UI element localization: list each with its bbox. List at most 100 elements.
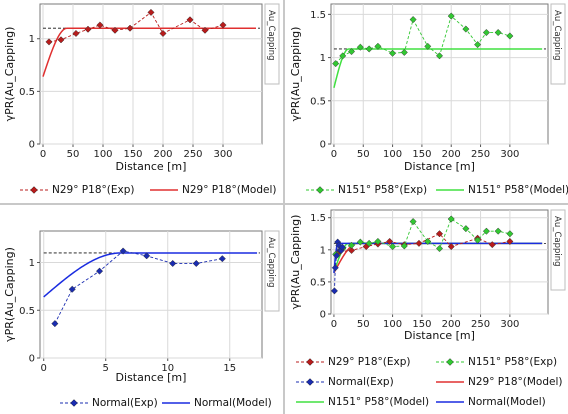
y-tick-label: 0 (320, 140, 326, 151)
series-group (42, 8, 256, 77)
x-tick-label: 200 (442, 149, 461, 160)
chart-svg: Au_Capping 0 50 100 150 200 250 300 0 0.5 1 1.5 Dist… (289, 3, 566, 173)
y-axis-title: γPR(Au_Capping) (289, 215, 302, 310)
x-tick-label: 50 (67, 149, 80, 160)
data-point-n29-p18-exp (386, 237, 394, 246)
y-axis-title: γPR(Au_Capping) (3, 27, 16, 122)
data-point-n151-p58-exp (506, 230, 514, 238)
chart-svg: Au_Capping 0 50 100 150 200 250 300 0 0.5 1 1.5 Dist… (289, 209, 566, 342)
data-point-normal-exp (331, 287, 339, 295)
data-point-n29-p18-exp (506, 237, 514, 246)
y-axis-title: γPR(Au_Capping) (289, 27, 302, 122)
series-group (331, 215, 543, 295)
data-point-normal-exp (119, 247, 127, 255)
data-point-n151-p58-exp (447, 12, 455, 20)
x-tick-label: 250 (183, 149, 202, 160)
data-point-n151-p58-exp (462, 25, 470, 33)
legend-item-n29-p18-model: N29° P18°(Model) (150, 183, 276, 197)
data-point-normal-exp (143, 252, 151, 260)
data-point-n151-p58-exp (482, 28, 490, 37)
legend-label: N151° P58°(Model) (328, 396, 430, 408)
legend-label: N29° P18°(Model) (468, 376, 563, 388)
data-point-normal-exp (51, 320, 59, 328)
data-point-n151-p58-exp (400, 242, 408, 250)
legend-swatch-svg (296, 401, 324, 403)
legend-swatch-svg (306, 186, 334, 194)
y-tick-label: 0.5 (19, 306, 35, 317)
chart-legend: N151° P58°(Exp) N151° P58°(Model) (286, 178, 568, 202)
x-axis-title: Distance [m] (116, 160, 187, 173)
series-group (332, 12, 543, 89)
side-label-box (264, 3, 280, 85)
legend-label: Normal(Model) (468, 396, 546, 408)
legend-item-n151-p58-model: N151° P58°(Model) (436, 183, 568, 197)
model-line-normal-model (43, 252, 258, 298)
legend-item-n29-p18-model: N29° P18°(Model) (436, 375, 562, 389)
data-point-n29-p18-exp (45, 38, 53, 46)
data-point-n151-p58-exp (474, 236, 482, 244)
data-point-n151-p58-exp (389, 243, 397, 251)
data-point-normal-exp (68, 285, 76, 293)
x-tick-label: 15 (223, 363, 236, 374)
data-point-n29-p18-exp (415, 239, 423, 247)
data-point-n151-p58-exp (356, 43, 364, 51)
data-point-normal-exp (331, 264, 339, 272)
legend-swatch-svg (436, 381, 464, 383)
legend-label: N151° P58°(Model) (468, 184, 568, 196)
legend-label: N29° P18°(Exp) (328, 356, 411, 368)
legend-label: Normal(Exp) (92, 397, 158, 409)
x-tick-label: 0 (40, 149, 46, 160)
data-point-normal-exp (95, 267, 104, 275)
data-point-n29-p18-exp (435, 230, 444, 238)
y-axis-title: γPR(Au_Capping) (3, 247, 16, 342)
side-label: Au_Capping (552, 10, 562, 61)
data-point-normal-exp (333, 252, 341, 260)
chart-legend: N29° P18°(Exp) N151° P58°(Exp) Normal(Exp)… (286, 354, 568, 414)
data-point-n151-p58-exp (400, 48, 408, 56)
legend-diamond-mark (306, 378, 314, 386)
y-tick-label: 0.5 (310, 277, 326, 288)
x-tick-label: 250 (471, 149, 490, 160)
x-tick-label: 150 (412, 149, 431, 160)
legend-swatch (60, 398, 88, 408)
data-point-n29-p18-exp (57, 36, 65, 44)
legend-swatch (296, 397, 324, 407)
data-point-n151-p58-exp (374, 237, 382, 246)
x-tick-label: 200 (442, 319, 461, 330)
legend-swatch-svg (436, 189, 464, 191)
data-point-n29-p18-exp (96, 21, 104, 29)
data-point-n151-p58-exp (365, 239, 373, 247)
legend-item-normal-exp: Normal(Exp) (60, 396, 158, 410)
data-point-n151-p58-exp (409, 16, 417, 24)
y-tick-label: 1 (29, 34, 35, 45)
plot-area (330, 3, 549, 145)
y-tick-label: 0 (29, 354, 35, 365)
x-tick-label: 100 (383, 319, 402, 330)
chart-panel-normal: Au_Capping 0 5 10 15 0 0.5 1 Distance [m] γPR(Au_… (0, 206, 282, 414)
x-tick-label: 0 (331, 319, 337, 330)
data-point-n29-p18-exp (488, 241, 496, 249)
x-axis-title: Distance [m] (404, 329, 475, 342)
data-point-n151-p58-exp (462, 225, 470, 233)
x-tick-label: 0 (331, 149, 337, 160)
data-point-n29-p18-exp (219, 21, 227, 29)
legend-item-n151-p58-exp: N151° P58°(Exp) (306, 183, 427, 197)
legend-swatch (20, 185, 48, 195)
data-point-normal-exp (218, 255, 226, 263)
legend-swatch-svg (150, 189, 178, 191)
legend-diamond-mark (446, 358, 454, 366)
data-point-n151-p58-exp (506, 32, 514, 40)
legend-swatch-svg (296, 358, 324, 366)
x-tick-label: 250 (471, 319, 490, 330)
data-point-n29-p18-exp (111, 26, 119, 34)
plot-area (330, 209, 549, 315)
legend-swatch-svg (162, 402, 190, 404)
data-point-n29-p18-exp (447, 243, 455, 251)
data-point-n29-p18-exp (126, 24, 134, 32)
legend-swatch-svg (20, 186, 48, 194)
legend-swatch-svg (60, 399, 88, 407)
data-point-n151-p58-exp (424, 237, 432, 246)
vertical-divider (283, 0, 285, 414)
y-tick-label: 0.5 (310, 96, 326, 107)
data-point-normal-exp (169, 259, 177, 268)
